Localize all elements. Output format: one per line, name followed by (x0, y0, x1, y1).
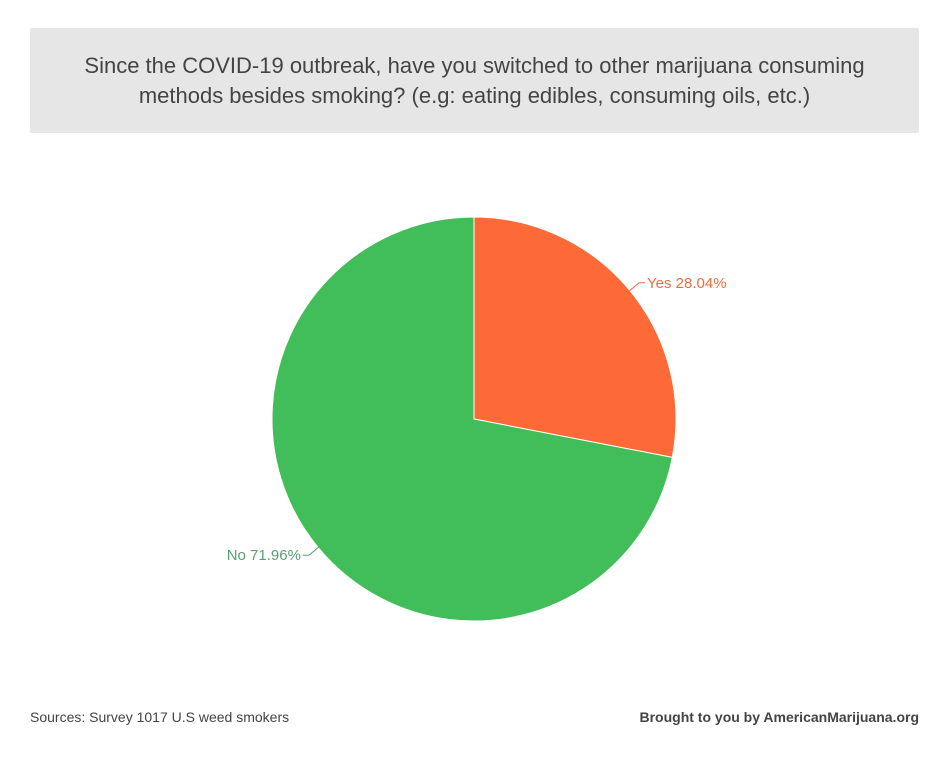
leader-line-no (302, 545, 321, 556)
source-note: Sources: Survey 1017 U.S weed smokers (30, 709, 290, 725)
title-banner: Since the COVID-19 outbreak, have you sw… (30, 28, 919, 133)
leader-line-yes (627, 282, 646, 293)
chart-title: Since the COVID-19 outbreak, have you sw… (84, 52, 865, 108)
credit-note: Brought to you by AmericanMarijuana.org (639, 709, 919, 725)
pie-slice-yes (473, 216, 677, 458)
slice-label-no: No 71.96% (227, 547, 301, 564)
slice-label-yes: Yes 28.04% (647, 275, 727, 292)
